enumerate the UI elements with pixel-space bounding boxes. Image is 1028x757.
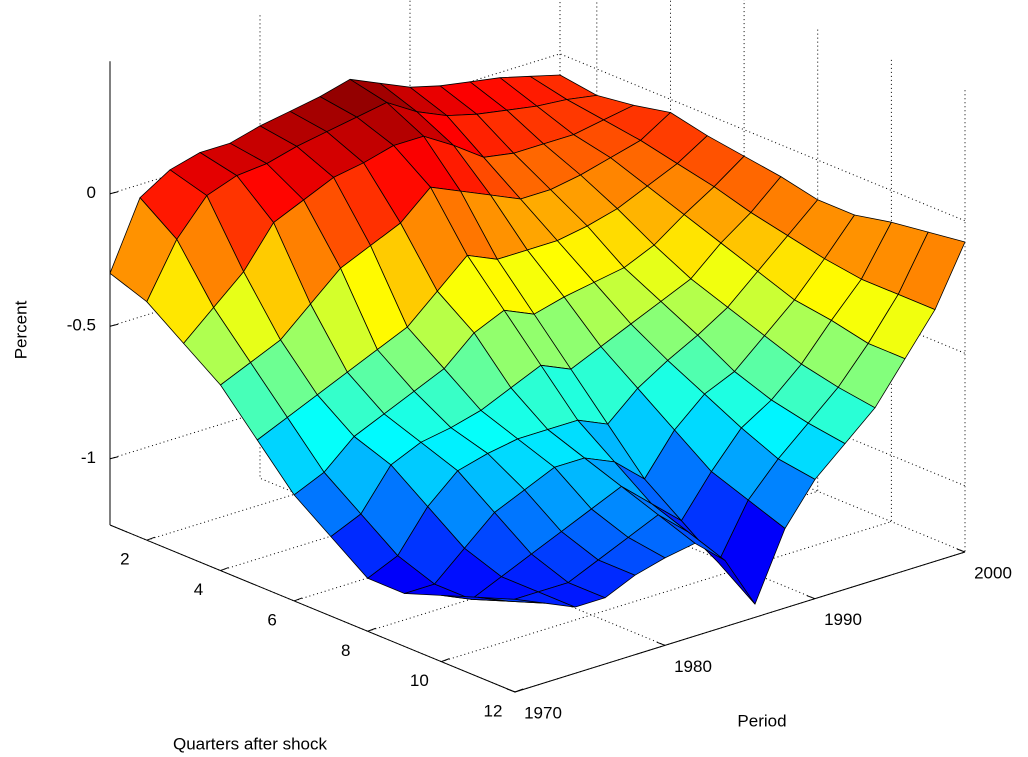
z-axis-label: Percent	[11, 300, 30, 359]
x-tick-label: 1970	[524, 703, 562, 722]
tick-mark	[146, 536, 155, 541]
x-tick-label: 1980	[674, 657, 712, 676]
grid-line	[293, 0, 745, 602]
axis-line	[109, 524, 516, 693]
tick-mark	[956, 548, 966, 553]
x-axis-label: Period	[737, 711, 786, 730]
tick-mark	[293, 597, 303, 602]
axis-line	[514, 551, 966, 693]
x-tick-label: 2000	[974, 563, 1012, 582]
y-tick-label: 12	[484, 701, 503, 720]
surface-face	[477, 596, 546, 604]
tick-mark	[514, 688, 524, 693]
tick-mark	[441, 658, 450, 663]
grid-line	[367, 27, 819, 632]
surface	[109, 74, 966, 608]
y-tick-label: 10	[410, 671, 429, 690]
tick-mark	[367, 627, 376, 632]
x-tick-label: 1990	[824, 610, 862, 629]
tick-mark	[806, 595, 816, 600]
grid-line	[146, 0, 598, 541]
grid-line	[441, 57, 892, 663]
tick-mark	[656, 641, 666, 646]
axes-layer: -1 -0.5 0 2 4 6 8 10 12 1970 1980 1990 2000	[67, 61, 1012, 722]
z-tick-label: 0	[87, 183, 96, 202]
tick-mark	[220, 567, 229, 572]
z-tick-label: -1	[81, 448, 96, 467]
tick-mark	[109, 323, 119, 327]
z-tick-label: -0.5	[67, 316, 96, 335]
y-tick-label: 8	[341, 641, 350, 660]
y-tick-label: 2	[120, 550, 129, 569]
y-axis-label: Quarters after shock	[173, 734, 328, 753]
tick-mark	[109, 191, 119, 195]
y-tick-label: 4	[194, 580, 203, 599]
y-tick-label: 6	[267, 610, 276, 629]
tick-mark	[506, 688, 516, 693]
tick-mark	[109, 456, 119, 460]
